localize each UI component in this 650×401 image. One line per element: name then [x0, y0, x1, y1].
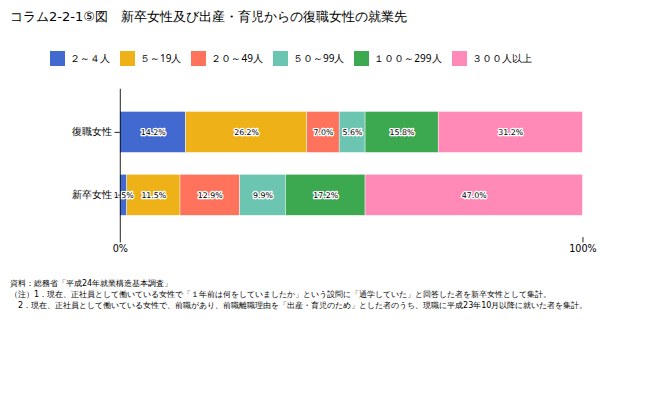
svg-text:17.2%: 17.2% [313, 191, 338, 200]
svg-text:新卒女性: 新卒女性 [72, 189, 112, 200]
html-text:２～４人: ２～４人 [70, 51, 110, 65]
svg-text:31.2%: 31.2% [498, 128, 523, 137]
html-text:３００人以上: ３００人以上 [471, 51, 532, 65]
svg-text:11.5%: 11.5% [141, 191, 166, 200]
html-text:2．現在、正社員として働いている女性で、前職があり、前職離職: 2．現在、正社員として働いている女性で、前職があり、前職離職理由を「出産・育児の… [10, 300, 588, 310]
html-text:コラム2-2-1⑤図 新卒女性及び出産・育児からの復職女性の: コラム2-2-1⑤図 新卒女性及び出産・育児からの復職女性の就業先 [10, 9, 407, 24]
svg-text:47.0%: 47.0% [462, 191, 487, 200]
svg-text:復職女性: 復職女性 [72, 126, 112, 137]
svg-text:9.9%: 9.9% [253, 191, 273, 200]
svg-text:7.0%: 7.0% [313, 128, 333, 137]
svg-text:12.9%: 12.9% [198, 191, 223, 200]
html-text:２０～49人: ２０～49人 [211, 51, 263, 65]
html-text:５～19人: ５～19人 [140, 51, 182, 65]
html-text:（注）1．現在、正社員として働いている女性で「１年前は何をし: （注）1．現在、正社員として働いている女性で「１年前は何をしていましたか」という… [10, 290, 552, 300]
html-text:５０～99人: ５０～99人 [292, 51, 345, 65]
svg-text:26.2%: 26.2% [234, 128, 259, 137]
svg-text:5.6%: 5.6% [343, 128, 363, 137]
html-text:資料：総務省「平成24年就業構造基本調査」: 資料：総務省「平成24年就業構造基本調査」 [10, 279, 173, 289]
svg-text:100%: 100% [569, 243, 596, 254]
svg-text:15.8%: 15.8% [390, 128, 415, 137]
svg-text:1.5%: 1.5% [114, 191, 134, 200]
html-text:１００～299人: １００～299人 [374, 51, 442, 65]
svg-text:14.2%: 14.2% [141, 128, 166, 137]
svg-text:0%: 0% [113, 243, 128, 254]
